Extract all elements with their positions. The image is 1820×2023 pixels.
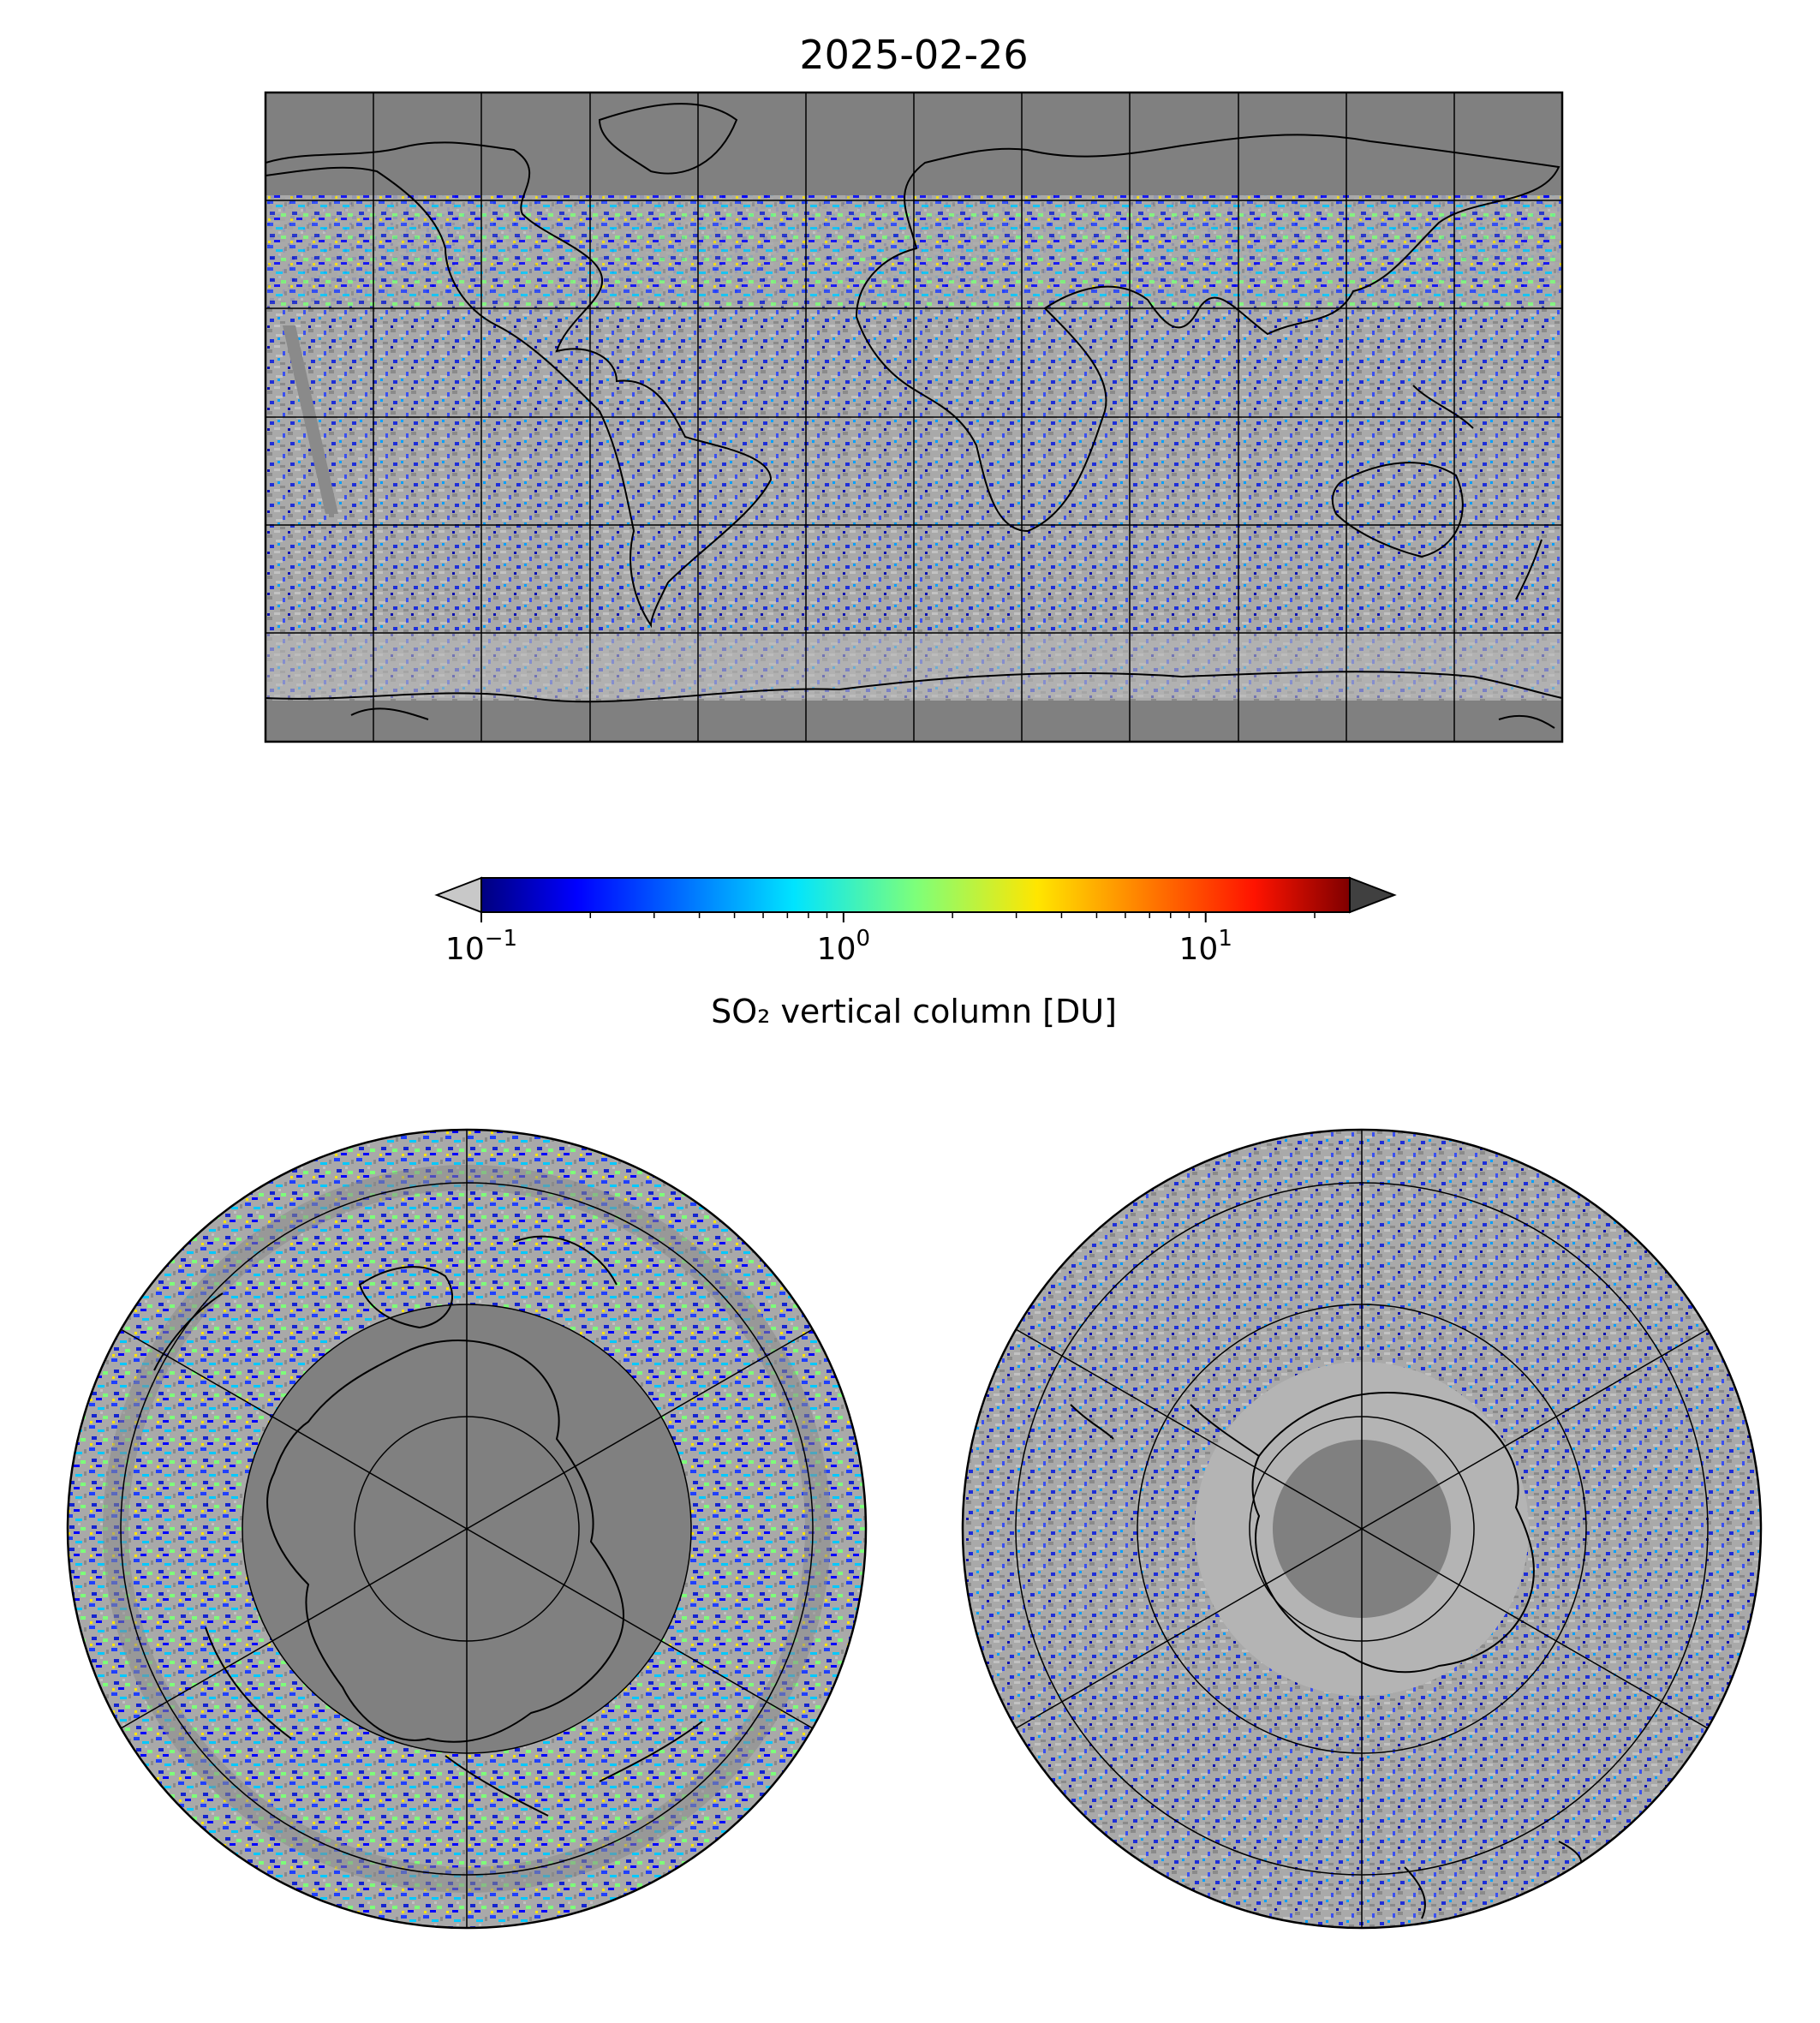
colorbar-tick-label: 101 (1179, 926, 1232, 967)
colorbar-under-extension (434, 876, 482, 914)
colorbar-tick-base: 10 (1179, 932, 1219, 967)
north-polar-coastlines (153, 1235, 703, 1817)
colorbar-tick-label: 100 (817, 926, 870, 967)
colorbar-frame (480, 877, 1351, 913)
colorbar-tick-exponent: −1 (485, 926, 517, 952)
north-polar-map (66, 1128, 868, 1930)
global-map (264, 91, 1564, 743)
south-polar-frame (961, 1128, 1763, 1930)
global-orbit-gap (283, 325, 338, 514)
colorbar-tick-exponent: 1 (1218, 926, 1232, 952)
colorbar: 10−1 100 101 SO₂ vertical column [DU] (434, 876, 1397, 1030)
colorbar-tick-base: 10 (445, 932, 485, 967)
south-polar-coastlines (1070, 1392, 1583, 1919)
colorbar-tick-label: 10−1 (445, 926, 517, 967)
north-polar-gridlines (120, 1130, 814, 1928)
global-coastlines (266, 103, 1562, 729)
colorbar-gradient (481, 878, 1350, 912)
colorbar-label: SO₂ vertical column [DU] (711, 993, 1117, 1030)
colorbar-ticks: 10−1 100 101 (445, 912, 1316, 967)
south-polar-gridlines (1015, 1130, 1709, 1928)
global-gridlines (266, 92, 1562, 742)
global-map-frame (264, 91, 1564, 743)
south-polar-map (961, 1128, 1763, 1930)
colorbar-tick-base: 10 (817, 932, 856, 967)
figure-title: 2025-02-26 (799, 32, 1028, 78)
colorbar-tick-exponent: 0 (856, 926, 870, 952)
north-polar-frame (66, 1128, 868, 1930)
colorbar-over-extension (1349, 876, 1397, 914)
